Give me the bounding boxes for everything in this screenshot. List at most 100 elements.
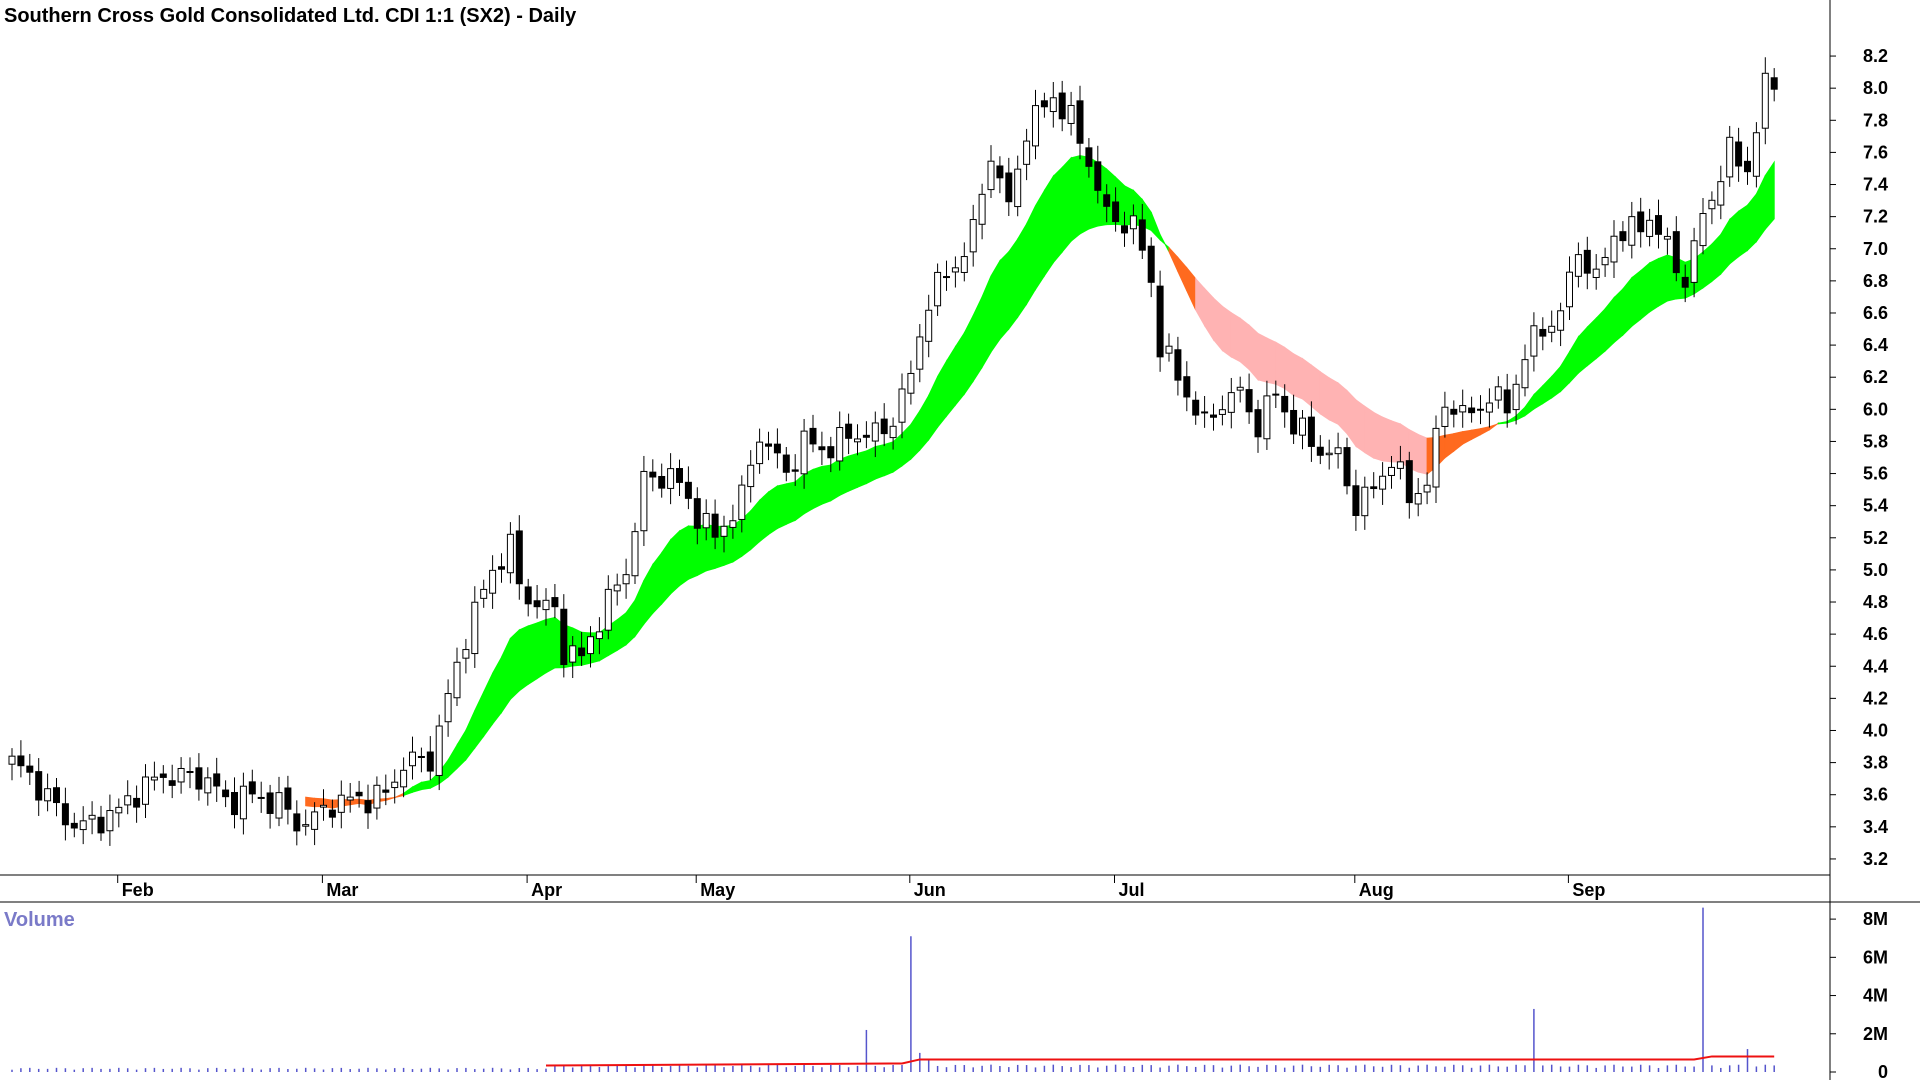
candle-body <box>631 531 639 577</box>
ribbon-segment <box>883 441 894 477</box>
candle-body <box>836 427 844 462</box>
y-tick-label: 3.8 <box>1863 753 1888 773</box>
ribbon-segment <box>865 445 876 485</box>
candle-body <box>1236 386 1244 391</box>
candle-body <box>515 530 523 585</box>
candle-body <box>684 481 692 499</box>
candle-body <box>1744 160 1751 173</box>
candle-body <box>1210 414 1217 418</box>
candle-body <box>1076 100 1084 144</box>
volume-bars <box>11 907 1775 1072</box>
ribbon-segment <box>839 455 850 497</box>
volume-average-line <box>545 1055 1775 1067</box>
candle-body <box>195 767 203 790</box>
candle-body <box>320 804 327 808</box>
ribbon-segment <box>954 331 965 407</box>
ribbon-segment <box>492 655 502 726</box>
candle-body <box>1396 461 1404 469</box>
ribbon-segment <box>1471 428 1481 441</box>
candle-body <box>35 771 43 801</box>
candle-body <box>711 513 719 538</box>
candle-body <box>462 649 470 659</box>
y-tick-label: 4.0 <box>1863 720 1888 740</box>
candle-body <box>827 446 835 459</box>
candle-body <box>284 787 292 810</box>
candle-body <box>248 781 256 795</box>
y-tick-label: 7.4 <box>1863 175 1888 195</box>
candle-body <box>1138 219 1146 251</box>
ribbon-segment <box>1497 420 1508 425</box>
ribbon-segment <box>1577 325 1588 375</box>
y-tick-label: 6.0 <box>1863 399 1888 419</box>
candle-body <box>115 806 123 814</box>
candle-body <box>649 471 657 478</box>
candle-body <box>880 418 888 435</box>
ribbon-segment <box>1239 317 1250 371</box>
ribbon-segment <box>1747 192 1757 252</box>
x-tick-label: Mar <box>326 880 358 900</box>
ribbon-segment <box>518 625 529 692</box>
ribbon-segment <box>1764 160 1775 231</box>
ribbon-segment <box>403 786 413 797</box>
ribbon-segment <box>1319 370 1330 421</box>
y-tick-label: 3.4 <box>1863 817 1888 837</box>
candle-body <box>204 777 212 794</box>
ribbon-segment <box>1150 212 1161 242</box>
ribbon-segment <box>394 792 405 799</box>
ribbon-segment <box>750 498 761 551</box>
ribbon-segment <box>1613 287 1624 344</box>
candle-body <box>1655 215 1662 235</box>
candle-body <box>1566 271 1573 308</box>
ribbon-segment <box>1168 246 1179 272</box>
candle-body <box>293 813 301 832</box>
candle-body <box>1468 407 1476 414</box>
ribbon-segment <box>803 468 814 515</box>
candle-body <box>1290 409 1298 435</box>
ribbon-segment <box>1488 422 1499 431</box>
y-tick-label: 5.6 <box>1863 464 1888 484</box>
ribbon-segment <box>937 359 947 429</box>
candle-body <box>1708 199 1716 210</box>
candle-body <box>925 309 933 342</box>
y-tick-label: 4.2 <box>1863 688 1888 708</box>
y-tick-label: 3.2 <box>1863 849 1888 869</box>
candle-body <box>1058 92 1066 120</box>
candle-body <box>676 468 683 483</box>
candle-body <box>845 423 853 439</box>
candle-body <box>533 600 541 608</box>
ribbon-segment <box>1017 222 1028 319</box>
ribbon-segment <box>616 611 627 652</box>
candle-body <box>1503 389 1511 414</box>
y-tick-label: 7.0 <box>1863 239 1888 259</box>
candle-body <box>978 193 986 225</box>
ribbon-segment <box>696 523 707 577</box>
candle-body <box>177 767 185 783</box>
ribbon-segment <box>1230 311 1241 363</box>
candle-body <box>551 597 559 608</box>
candle-body <box>257 796 265 799</box>
candle-body <box>1334 447 1342 455</box>
ribbon-segment <box>1257 332 1268 383</box>
candle-body <box>1619 231 1627 242</box>
candle-body <box>1690 240 1698 283</box>
candle-body <box>1592 268 1600 279</box>
candle-body <box>373 784 381 809</box>
candle-body <box>1254 409 1262 438</box>
candle-body <box>1441 406 1449 427</box>
ribbon-segment <box>1328 376 1339 425</box>
candle-body <box>133 797 141 808</box>
y-tick-label: 5.8 <box>1863 431 1888 451</box>
ribbon-segment <box>1070 155 1081 243</box>
candle-body <box>1539 328 1547 337</box>
candle-body <box>1227 392 1235 413</box>
candle-body <box>1325 452 1333 456</box>
candle-body <box>186 771 194 774</box>
ribbon-segment <box>679 525 689 587</box>
y-tick-label: 5.2 <box>1863 528 1888 548</box>
ribbon-segment <box>1043 174 1054 278</box>
ribbon-segment <box>981 275 992 370</box>
candle-body <box>1610 235 1618 263</box>
candle-body <box>1165 345 1173 354</box>
ribbon-segment <box>1738 204 1748 258</box>
